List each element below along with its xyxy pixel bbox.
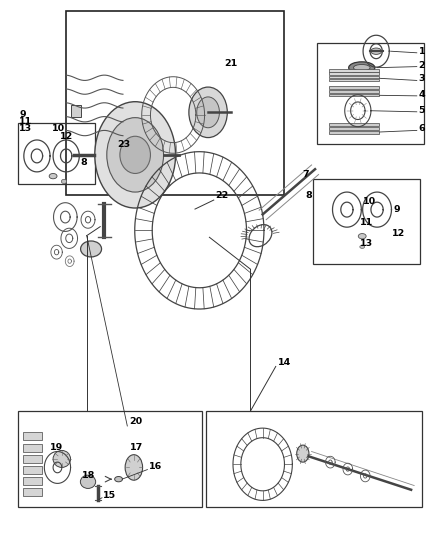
Text: 7: 7 bbox=[303, 170, 310, 179]
Bar bbox=[18, 123, 95, 184]
Bar bbox=[23, 432, 42, 440]
Text: 11: 11 bbox=[360, 218, 373, 227]
Bar bbox=[18, 411, 201, 507]
Ellipse shape bbox=[353, 64, 370, 71]
Text: 4: 4 bbox=[419, 91, 425, 100]
Bar bbox=[317, 43, 424, 144]
Bar bbox=[23, 455, 42, 463]
Ellipse shape bbox=[53, 450, 71, 467]
Bar bbox=[329, 131, 379, 134]
Bar bbox=[329, 86, 379, 89]
Bar bbox=[329, 127, 379, 130]
Bar bbox=[71, 105, 81, 117]
Bar bbox=[23, 443, 42, 451]
Text: 15: 15 bbox=[103, 491, 117, 500]
Text: 11: 11 bbox=[19, 117, 32, 126]
Text: 12: 12 bbox=[60, 132, 73, 141]
Ellipse shape bbox=[125, 455, 143, 480]
Bar bbox=[206, 411, 422, 507]
Ellipse shape bbox=[189, 87, 227, 138]
Bar bbox=[329, 90, 379, 93]
Bar bbox=[329, 76, 379, 78]
Text: 13: 13 bbox=[19, 125, 32, 133]
Bar bbox=[23, 488, 42, 496]
Text: 1: 1 bbox=[419, 47, 425, 56]
Ellipse shape bbox=[197, 97, 219, 128]
Ellipse shape bbox=[49, 173, 57, 179]
Ellipse shape bbox=[120, 136, 150, 173]
Ellipse shape bbox=[349, 62, 375, 74]
Bar bbox=[329, 124, 379, 126]
Text: 22: 22 bbox=[215, 191, 229, 200]
Ellipse shape bbox=[95, 102, 176, 208]
Bar bbox=[313, 179, 420, 264]
Text: 13: 13 bbox=[360, 239, 373, 248]
Text: 6: 6 bbox=[419, 125, 425, 133]
Text: 18: 18 bbox=[81, 471, 95, 480]
Text: 8: 8 bbox=[305, 191, 312, 200]
Text: 10: 10 bbox=[52, 125, 65, 133]
Bar bbox=[329, 69, 379, 72]
Bar bbox=[23, 466, 42, 474]
Text: 9: 9 bbox=[19, 110, 26, 118]
Bar bbox=[23, 477, 42, 485]
Text: 16: 16 bbox=[149, 462, 162, 471]
Text: 2: 2 bbox=[419, 61, 425, 70]
Ellipse shape bbox=[371, 48, 381, 54]
Text: 8: 8 bbox=[80, 158, 87, 167]
Bar bbox=[329, 79, 379, 82]
Text: 20: 20 bbox=[130, 417, 143, 426]
Text: 5: 5 bbox=[419, 107, 425, 116]
Text: 10: 10 bbox=[363, 197, 376, 206]
Text: 14: 14 bbox=[278, 358, 291, 367]
Text: 17: 17 bbox=[130, 443, 143, 452]
Bar bbox=[66, 11, 285, 195]
Ellipse shape bbox=[81, 475, 95, 488]
Ellipse shape bbox=[61, 179, 67, 183]
Ellipse shape bbox=[360, 245, 364, 248]
Text: 3: 3 bbox=[419, 75, 425, 84]
Text: 19: 19 bbox=[49, 443, 63, 452]
Bar bbox=[329, 94, 379, 96]
Text: 12: 12 bbox=[392, 229, 406, 238]
Ellipse shape bbox=[358, 233, 366, 239]
Ellipse shape bbox=[81, 241, 102, 257]
Ellipse shape bbox=[297, 445, 309, 462]
Text: 9: 9 bbox=[394, 205, 400, 214]
Ellipse shape bbox=[107, 118, 163, 192]
Text: 23: 23 bbox=[118, 140, 131, 149]
Bar bbox=[329, 72, 379, 75]
Text: 21: 21 bbox=[224, 59, 237, 68]
Ellipse shape bbox=[115, 477, 123, 482]
